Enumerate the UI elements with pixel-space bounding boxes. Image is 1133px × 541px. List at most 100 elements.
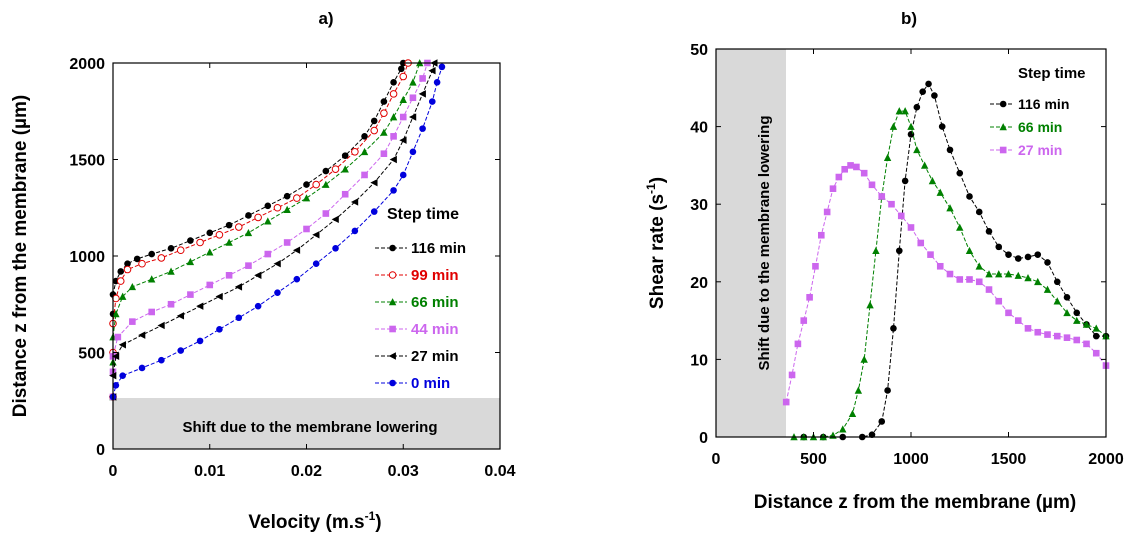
panel-a-legend-label-2: 66 min: [411, 294, 459, 311]
panel-a-point-4-16: [370, 178, 378, 187]
panel-a-point-0-20: [370, 117, 378, 125]
panel-a-point-1-15: [312, 180, 320, 189]
panel-a-xtick-label-3: 0.03: [388, 463, 419, 480]
panel-b-point-0-19: [975, 208, 983, 216]
panel-a-point-4-21: [428, 67, 436, 75]
panel-b-point-0-15: [938, 123, 946, 130]
panel-b-point-0-16: [946, 146, 954, 154]
panel-b-point-1-25: [985, 270, 993, 278]
panel-a-point-0-14: [264, 202, 272, 210]
panel-b-point-2-3: [800, 317, 808, 324]
panel-b-ticks: 0 500 1000 1500 2000 0 10 20 30 40 50: [690, 42, 1124, 468]
panel-a-point-2-17: [360, 147, 369, 156]
panel-a-legend-marker-2: [388, 298, 397, 306]
panel-a-point-0-8: [148, 250, 155, 258]
panel-b-legend-label-1: 66 min: [1018, 119, 1062, 135]
panel-a-point-5-13: [332, 244, 339, 252]
panel-b-legend-label-2: 27 min: [1018, 142, 1062, 158]
panel-b-legend-label-0: 116 min: [1018, 96, 1069, 112]
panel-a-point-5-20: [428, 98, 436, 105]
panel-a-xtick-label-4: 0.04: [484, 463, 515, 480]
panel-b-ylabel-main: Shear rate (s: [647, 194, 668, 309]
panel-b-point-2-30: [1024, 325, 1032, 332]
panel-b-point-0-20: [985, 228, 993, 235]
panel-a-ytick-label-4: 2000: [69, 56, 105, 73]
panel-a-point-2-12: [264, 217, 272, 225]
panel-b-point-0-28: [1063, 294, 1071, 301]
panel-a-point-3-9: [225, 272, 233, 279]
panel-a-point-4-12: [292, 246, 301, 254]
panel-b-point-2-21: [936, 262, 944, 270]
panel-a-point-4-7: [196, 302, 204, 310]
panel-b-point-2-6: [818, 231, 825, 239]
panel-a-shaded-region: [113, 398, 500, 449]
panel-a-point-4-8: [215, 292, 223, 301]
panel-a-point-3-6: [167, 300, 175, 308]
panel-a-point-5-21: [433, 79, 441, 86]
panel-a-point-3-7: [187, 291, 194, 298]
panel-a-point-2-16: [341, 165, 349, 173]
panel-a-xlabel-sup: -1: [365, 509, 376, 523]
panel-b-point-2-23: [956, 276, 964, 283]
panel-b-point-2-11: [847, 162, 854, 169]
panel-a-point-3-15: [341, 190, 349, 198]
panel-a-point-1-7: [157, 254, 166, 262]
panel-b-point-0-27: [1053, 278, 1061, 286]
panel-a-legend-marker-1: [388, 271, 397, 279]
panel-b-point-0-18: [966, 193, 973, 200]
panel-a-point-3-12: [283, 239, 291, 246]
panel-b: Shift due to the membrane lowering 0 500 1…: [644, 9, 1124, 513]
panel-b-point-0-21: [995, 243, 1003, 251]
panel-b-ytick-label-0: 0: [699, 430, 708, 447]
panel-a-legend-label-5: 0 min: [411, 375, 450, 392]
panel-a-point-0-15: [283, 192, 291, 200]
panel-b-legend-marker-2: [999, 146, 1007, 154]
panel-b-xtick-label-2: 1000: [893, 451, 929, 468]
panel-b-point-2-33: [1053, 332, 1061, 340]
panel-a-point-5-19: [419, 125, 426, 132]
panel-a-point-0-21: [380, 98, 388, 105]
panel-b-point-2-13: [860, 169, 868, 177]
panel-a-point-4-20: [418, 90, 426, 98]
panel-a-point-1-11: [234, 223, 243, 231]
panel-b-point-2-1: [788, 371, 796, 379]
panel-b-point-1-4: [829, 431, 837, 439]
panel-a-ytick-label-1: 500: [78, 346, 105, 363]
panel-b-point-1-12: [883, 153, 892, 161]
panel-a-point-2-9: [206, 248, 214, 256]
panel-b-xtick-label-0: 0: [712, 451, 721, 468]
panel-b-xtick-label-4: 2000: [1088, 451, 1124, 468]
panel-a-series-line-0: [112, 62, 404, 397]
panel-a-point-3-8: [206, 281, 214, 289]
panel-a-point-5-18: [409, 148, 417, 156]
panel-b-xtick-label-1: 500: [800, 451, 827, 468]
panel-b-point-2-34: [1063, 334, 1071, 341]
panel-a-point-4-14: [331, 215, 339, 224]
panel-a-point-0-11: [206, 229, 214, 237]
panel-a-point-0-18: [341, 152, 349, 159]
panel-a-point-3-19: [399, 113, 407, 121]
panel-b-point-2-28: [1005, 309, 1012, 317]
panel-b-point-2-17: [897, 212, 905, 220]
panel-b-point-1-20: [936, 188, 944, 196]
panel-a-point-3-20: [409, 94, 417, 102]
panel-a-point-1-4: [116, 277, 125, 285]
panel-a-point-5-4: [158, 356, 165, 364]
panel-b-ytick-label-5: 50: [690, 42, 708, 59]
panel-a-point-3-16: [361, 171, 368, 179]
panel-b-point-1-21: [946, 204, 954, 212]
panel-a-point-4-13: [312, 231, 320, 239]
panel-b-point-2-10: [841, 165, 848, 173]
panel-a-point-3-17: [380, 150, 388, 158]
panel-b-point-0-12: [919, 88, 926, 95]
panel-a-point-4-10: [254, 271, 262, 279]
panel-a-point-3-14: [322, 210, 330, 217]
panel-a-point-1-10: [215, 230, 224, 239]
panel-a-point-2-13: [283, 205, 291, 213]
panel-b-legend-marker-1: [999, 123, 1007, 131]
panel-a-point-4-18: [399, 136, 407, 144]
panel-a-point-0-10: [187, 237, 194, 244]
panel-b-point-2-15: [878, 193, 886, 200]
panel-b-xlabel: Distance z from the membrane (µm): [754, 492, 1076, 513]
panel-a-point-2-19: [389, 113, 398, 121]
